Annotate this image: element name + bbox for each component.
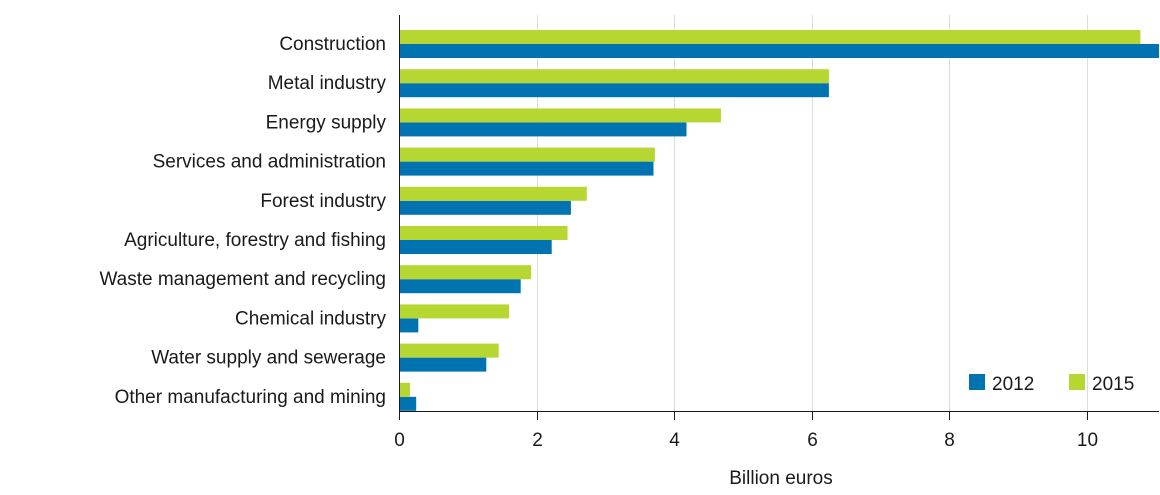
bars bbox=[399, 30, 1159, 411]
x-axis-title: Billion euros bbox=[729, 468, 833, 489]
category-label: Other manufacturing and mining bbox=[115, 387, 386, 408]
legend: 2012 2015 bbox=[969, 374, 1134, 395]
bar-2012 bbox=[399, 357, 487, 372]
bar-2015 bbox=[399, 226, 568, 240]
category-label: Construction bbox=[279, 34, 386, 55]
category-labels: Construction Metal industry Energy supply S… bbox=[99, 34, 386, 408]
bar-2015 bbox=[399, 147, 655, 162]
category-label: Metal industry bbox=[268, 73, 387, 94]
bar-2015 bbox=[399, 304, 509, 319]
bar-2012 bbox=[399, 44, 1159, 58]
category-label: Water supply and sewerage bbox=[151, 348, 386, 369]
legend-label-2012: 2012 bbox=[992, 374, 1034, 395]
bar-2012 bbox=[399, 318, 419, 333]
category-label: Services and administration bbox=[153, 152, 386, 173]
bar-2012 bbox=[399, 200, 571, 215]
category-label: Chemical industry bbox=[235, 308, 386, 329]
bar-2015 bbox=[399, 343, 499, 358]
bar-2012 bbox=[399, 396, 417, 411]
category-label: Forest industry bbox=[260, 191, 386, 212]
tick-label: 2 bbox=[532, 430, 543, 451]
bar-2012 bbox=[399, 83, 829, 98]
category-label: Energy supply bbox=[266, 112, 387, 133]
tick-label: 6 bbox=[807, 430, 818, 451]
legend-swatch-2012 bbox=[969, 374, 985, 390]
bar-2015 bbox=[399, 30, 1141, 44]
bar-2012 bbox=[399, 279, 521, 294]
tick-label: 4 bbox=[669, 430, 680, 451]
legend-label-2015: 2015 bbox=[1092, 374, 1134, 395]
x-axis-ticks: 0 2 4 6 8 10 bbox=[394, 411, 1098, 451]
bar-2015 bbox=[399, 186, 587, 201]
category-label: Agriculture, forestry and fishing bbox=[124, 230, 386, 251]
bar-2012 bbox=[399, 122, 687, 137]
bar-2015 bbox=[399, 382, 410, 397]
bar-2012 bbox=[399, 161, 654, 176]
bar-2012 bbox=[399, 240, 552, 254]
bar-2015 bbox=[399, 108, 721, 123]
tick-label: 10 bbox=[1077, 430, 1098, 451]
category-label: Waste management and recycling bbox=[99, 269, 386, 290]
tick-label: 0 bbox=[394, 430, 405, 451]
bar-2015 bbox=[399, 265, 532, 280]
legend-swatch-2015 bbox=[1069, 374, 1085, 390]
tick-label: 8 bbox=[944, 430, 955, 451]
bar-2015 bbox=[399, 69, 829, 84]
